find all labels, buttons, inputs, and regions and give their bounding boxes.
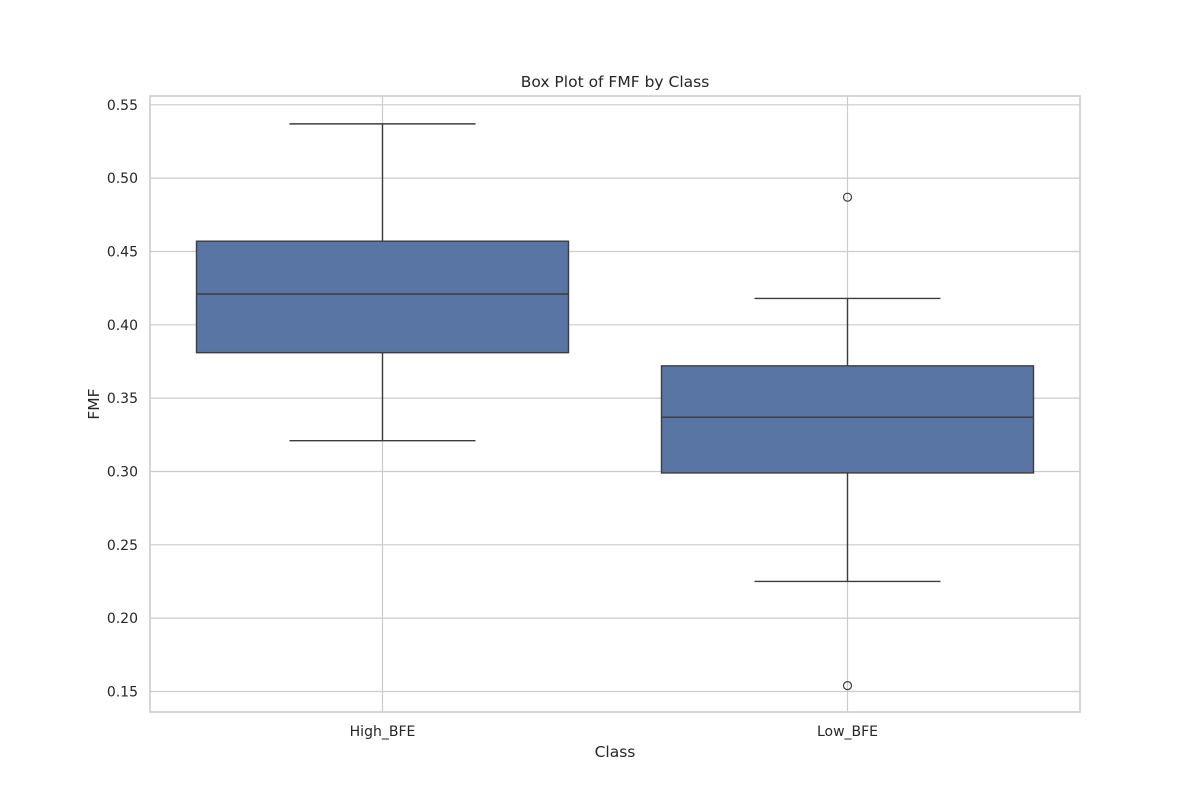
y-tick-label: 0.45 (107, 244, 138, 260)
y-tick-label: 0.15 (107, 684, 138, 700)
x-axis-label: Class (595, 743, 636, 761)
outlier-point (842, 192, 853, 202)
x-tick-label: High_BFE (350, 724, 416, 740)
outlier-point (842, 680, 853, 691)
x-tick-label: Low_BFE (817, 724, 878, 740)
y-tick-label: 0.35 (107, 391, 138, 407)
box-layer (195, 123, 1035, 691)
box-body (195, 240, 570, 354)
y-tick-label: 0.30 (107, 464, 138, 480)
y-tick-label: 0.55 (107, 98, 138, 114)
box-body (660, 365, 1035, 474)
y-tick-label: 0.20 (107, 611, 138, 627)
y-tick-label: 0.50 (107, 171, 138, 187)
chart-title: Box Plot of FMF by Class (521, 73, 710, 91)
y-tick-label: 0.40 (107, 318, 138, 334)
plot-frame (149, 95, 1081, 713)
y-axis-label: FMF (85, 388, 103, 419)
box-group (660, 192, 1035, 691)
y-tick-label: 0.25 (107, 538, 138, 554)
tick-layer: 0.15 0.20 0.25 0.30 0.35 0.40 0.45 0.50 0.55 High… (107, 98, 878, 740)
box-group (195, 123, 570, 442)
